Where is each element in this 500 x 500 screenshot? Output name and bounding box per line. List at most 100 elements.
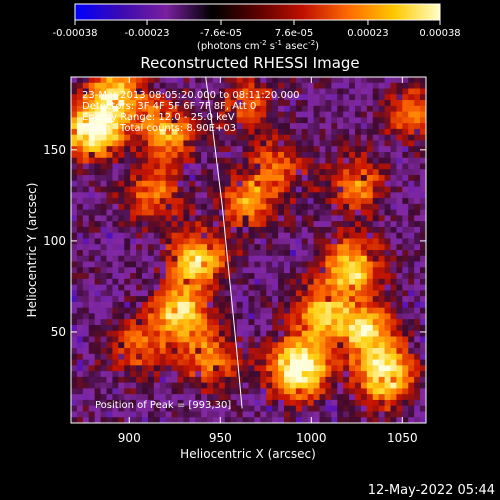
heatmap-cell bbox=[224, 77, 232, 84]
heatmap-cell bbox=[372, 238, 380, 245]
heatmap-cell bbox=[112, 394, 119, 401]
heatmap-cell bbox=[112, 278, 119, 286]
heatmap-cell bbox=[355, 244, 362, 251]
heatmap-cell bbox=[414, 399, 421, 407]
heatmap-cell bbox=[118, 324, 125, 332]
heatmap-cell bbox=[378, 313, 386, 320]
heatmap-cell bbox=[343, 140, 350, 147]
heatmap-cell bbox=[266, 209, 273, 216]
heatmap-cell bbox=[301, 336, 309, 343]
heatmap-cell bbox=[106, 353, 114, 361]
heatmap-cell bbox=[366, 399, 374, 407]
heatmap-cell bbox=[355, 146, 362, 153]
heatmap-cell bbox=[112, 284, 119, 291]
heatmap-cell bbox=[242, 215, 250, 222]
heatmap-cell bbox=[71, 382, 78, 389]
heatmap-cell bbox=[372, 371, 380, 378]
heatmap-cell bbox=[390, 353, 398, 361]
heatmap-cell bbox=[372, 301, 380, 309]
heatmap-cell bbox=[396, 209, 403, 216]
heatmap-cell bbox=[295, 186, 303, 193]
heatmap-cell bbox=[236, 175, 244, 182]
heatmap-cell bbox=[366, 198, 374, 205]
heatmap-cell bbox=[289, 417, 297, 423]
heatmap-cell bbox=[100, 238, 108, 245]
heatmap-cell bbox=[349, 255, 356, 263]
heatmap-cell bbox=[112, 365, 119, 372]
heatmap-cell bbox=[76, 94, 84, 101]
heatmap-cell bbox=[349, 290, 356, 297]
heatmap-cell bbox=[278, 151, 285, 159]
heatmap-cell bbox=[301, 163, 309, 170]
heatmap-cell bbox=[71, 261, 78, 268]
heatmap-cell bbox=[337, 192, 344, 199]
heatmap-cell bbox=[254, 215, 261, 222]
heatmap-cell bbox=[165, 267, 173, 274]
heatmap-cell bbox=[88, 342, 96, 349]
colorbar-label: (photons cm-2 s-1 asec-2) bbox=[197, 39, 319, 52]
heatmap-cell bbox=[230, 359, 238, 366]
heatmap-cell bbox=[112, 417, 119, 423]
heatmap-cell bbox=[100, 313, 108, 320]
heatmap-cell bbox=[301, 405, 309, 413]
heatmap-cell bbox=[106, 284, 114, 291]
heatmap-cell bbox=[236, 290, 244, 297]
heatmap-cell bbox=[142, 399, 149, 407]
heatmap-cell bbox=[201, 284, 208, 291]
heatmap-cell bbox=[254, 123, 261, 130]
heatmap-cell bbox=[112, 169, 119, 176]
heatmap-cell bbox=[295, 376, 303, 384]
heatmap-cell bbox=[402, 296, 409, 303]
heatmap-cell bbox=[254, 290, 261, 297]
heatmap-cell bbox=[224, 376, 232, 384]
heatmap-cell bbox=[278, 359, 285, 366]
heatmap-cell bbox=[360, 105, 368, 113]
heatmap-cell bbox=[130, 221, 137, 228]
heatmap-cell bbox=[396, 244, 403, 251]
heatmap-cell bbox=[272, 371, 279, 378]
heatmap-cell bbox=[266, 284, 273, 291]
heatmap-cell bbox=[88, 215, 96, 222]
heatmap-cell bbox=[284, 175, 291, 182]
heatmap-cell bbox=[236, 342, 244, 349]
heatmap-cell bbox=[147, 365, 155, 372]
heatmap-cell bbox=[183, 336, 190, 343]
heatmap-cell bbox=[136, 209, 143, 216]
heatmap-cell bbox=[82, 221, 90, 228]
heatmap-cell bbox=[396, 238, 403, 245]
heatmap-cell bbox=[136, 232, 143, 240]
heatmap-cell bbox=[183, 169, 190, 176]
heatmap-cell bbox=[207, 128, 214, 136]
heatmap-cell bbox=[189, 105, 196, 113]
heatmap-cell bbox=[319, 209, 327, 216]
heatmap-cell bbox=[171, 342, 179, 349]
heatmap-cell bbox=[325, 175, 332, 182]
heatmap-cell bbox=[142, 128, 149, 136]
heatmap-cell bbox=[414, 151, 421, 159]
heatmap-cell bbox=[195, 365, 202, 372]
heatmap-cell bbox=[313, 382, 321, 389]
heatmap-cell bbox=[159, 359, 167, 366]
heatmap-cell bbox=[366, 250, 374, 257]
heatmap-cell bbox=[177, 244, 185, 251]
heatmap-cell bbox=[242, 382, 250, 389]
heatmap-cell bbox=[236, 140, 244, 147]
heatmap-cell bbox=[106, 105, 114, 113]
heatmap-cell bbox=[266, 244, 273, 251]
heatmap-cell bbox=[325, 250, 332, 257]
heatmap-cell bbox=[301, 261, 309, 268]
heatmap-cell bbox=[112, 157, 119, 165]
heatmap-cell bbox=[159, 371, 167, 378]
heatmap-cell bbox=[307, 348, 315, 355]
heatmap-cell bbox=[408, 198, 415, 205]
heatmap-cell bbox=[355, 394, 362, 401]
heatmap-cell bbox=[337, 117, 344, 124]
heatmap-cell bbox=[301, 353, 309, 361]
heatmap-cell bbox=[366, 123, 374, 130]
heatmap-cell bbox=[142, 365, 149, 372]
heatmap-cell bbox=[331, 284, 338, 291]
heatmap-cell bbox=[360, 186, 368, 193]
heatmap-cell bbox=[106, 399, 114, 407]
heatmap-cell bbox=[106, 151, 114, 159]
heatmap-cell bbox=[272, 261, 279, 268]
